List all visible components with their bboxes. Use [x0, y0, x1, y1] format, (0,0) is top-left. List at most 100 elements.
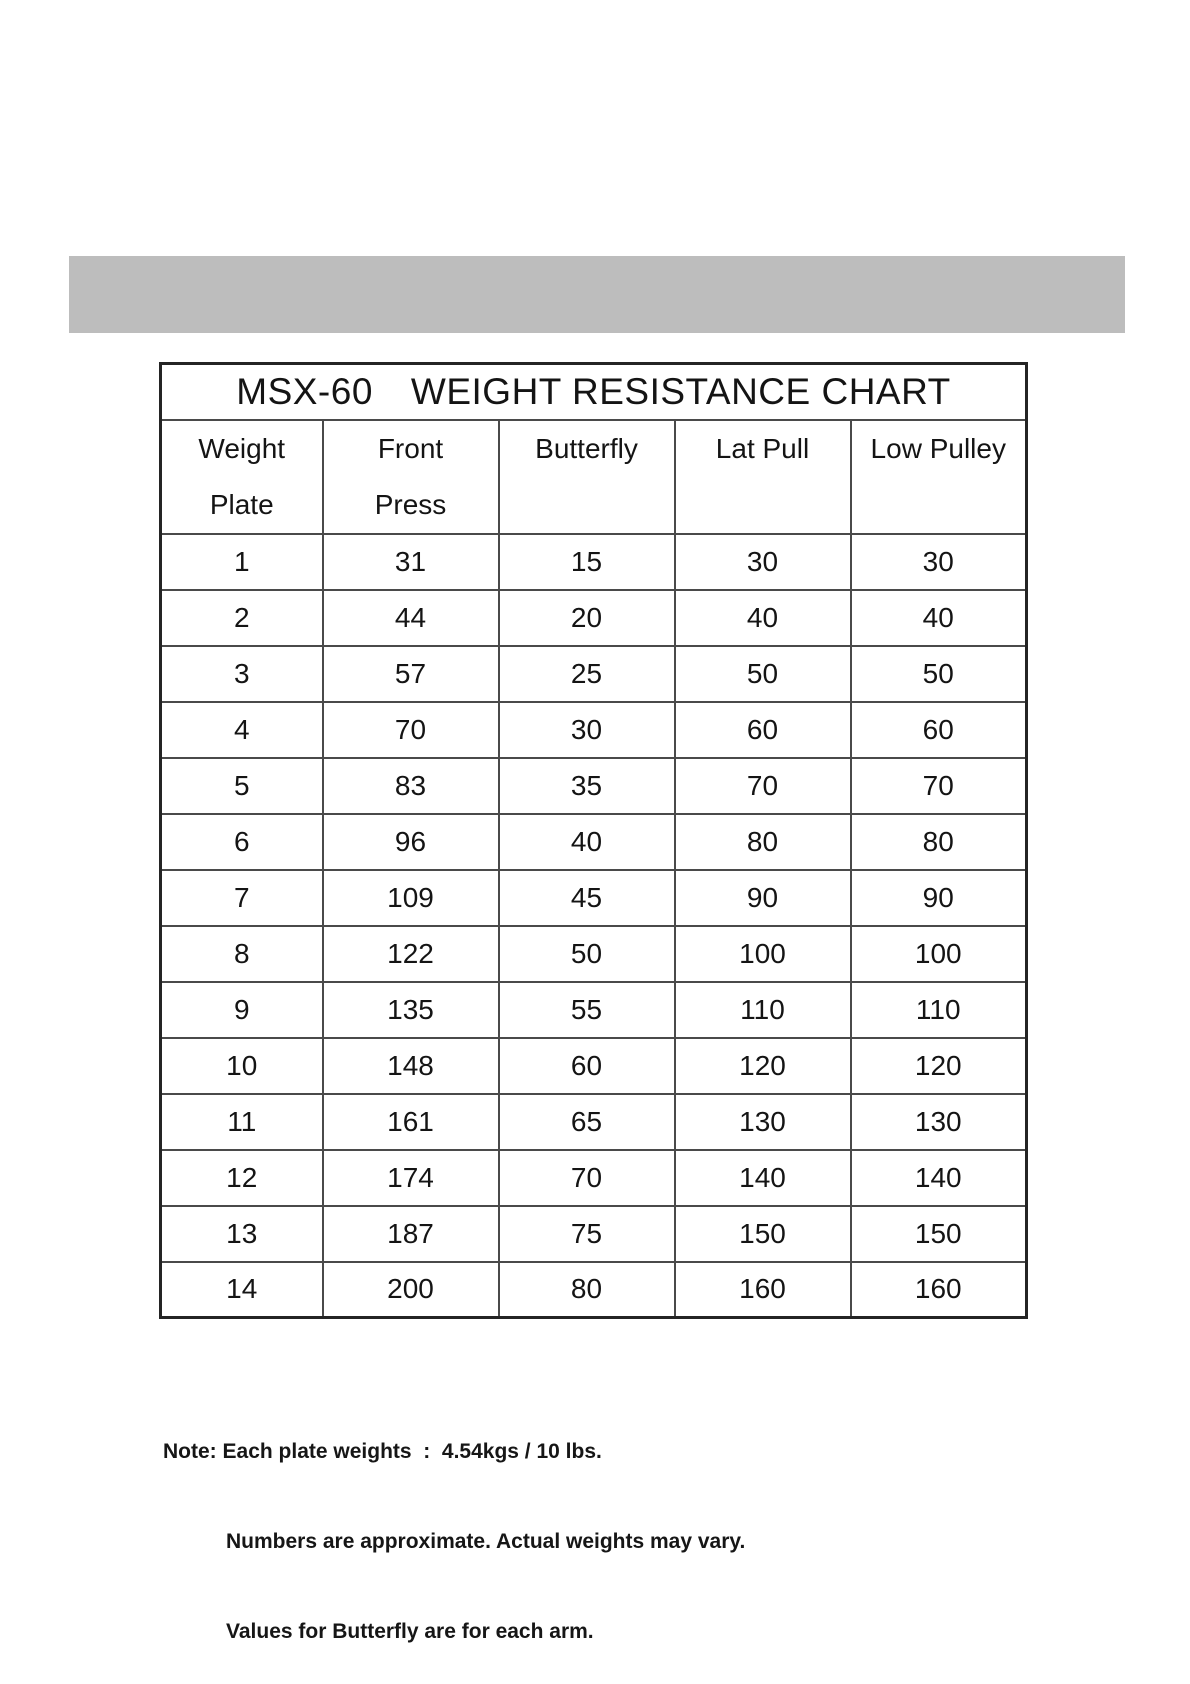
- table-row: 3 57 25 50 50: [159, 644, 1028, 703]
- cell-butterfly: 75: [497, 1204, 676, 1263]
- cell-plate: 1: [159, 532, 324, 591]
- cell-lat-pull: 40: [673, 588, 852, 647]
- cell-plate: 8: [159, 924, 324, 983]
- column-header-low-pulley: Low Pulley: [849, 418, 1028, 535]
- table-row: 12 174 70 140 140: [159, 1148, 1028, 1207]
- footnote-line-1: Note: Each plate weights : 4.54kgs / 10 …: [163, 1437, 745, 1467]
- cell-plate: 6: [159, 812, 324, 871]
- cell-lat-pull: 110: [673, 980, 852, 1039]
- footnote-text-1: Each plate weights : 4.54kgs / 10 lbs.: [222, 1440, 602, 1463]
- cell-low-pulley: 150: [849, 1204, 1028, 1263]
- table-header-row: Weight Plate Front Press Butterfly Lat Pul…: [159, 418, 1028, 535]
- cell-butterfly: 60: [497, 1036, 676, 1095]
- cell-butterfly: 65: [497, 1092, 676, 1151]
- cell-plate: 7: [159, 868, 324, 927]
- table-row: 1 31 15 30 30: [159, 532, 1028, 591]
- cell-plate: 10: [159, 1036, 324, 1095]
- cell-plate: 2: [159, 588, 324, 647]
- table-row: 14 200 80 160 160: [159, 1260, 1028, 1319]
- column-header-weight-plate: Weight Plate: [159, 418, 324, 535]
- table-row: 2 44 20 40 40: [159, 588, 1028, 647]
- cell-butterfly: 15: [497, 532, 676, 591]
- footnote-line-2: Numbers are approximate. Actual weights …: [226, 1530, 746, 1553]
- cell-low-pulley: 60: [849, 700, 1028, 759]
- cell-butterfly: 80: [497, 1260, 676, 1319]
- cell-low-pulley: 100: [849, 924, 1028, 983]
- cell-front-press: 122: [321, 924, 500, 983]
- cell-plate: 4: [159, 700, 324, 759]
- cell-low-pulley: 40: [849, 588, 1028, 647]
- table-row: 6 96 40 80 80: [159, 812, 1028, 871]
- cell-plate: 12: [159, 1148, 324, 1207]
- cell-lat-pull: 100: [673, 924, 852, 983]
- cell-plate: 3: [159, 644, 324, 703]
- table-title-row: MSX-60 WEIGHT RESISTANCE CHART: [159, 362, 1028, 421]
- cell-plate: 5: [159, 756, 324, 815]
- cell-front-press: 31: [321, 532, 500, 591]
- cell-low-pulley: 130: [849, 1092, 1028, 1151]
- cell-low-pulley: 70: [849, 756, 1028, 815]
- table-row: 8 122 50 100 100: [159, 924, 1028, 983]
- cell-plate: 11: [159, 1092, 324, 1151]
- cell-plate: 14: [159, 1260, 324, 1319]
- cell-butterfly: 40: [497, 812, 676, 871]
- cell-lat-pull: 70: [673, 756, 852, 815]
- cell-butterfly: 55: [497, 980, 676, 1039]
- table-row: 11 161 65 130 130: [159, 1092, 1028, 1151]
- cell-front-press: 200: [321, 1260, 500, 1319]
- cell-front-press: 83: [321, 756, 500, 815]
- cell-low-pulley: 90: [849, 868, 1028, 927]
- cell-low-pulley: 80: [849, 812, 1028, 871]
- footnote-line-3: Values for Butterfly are for each arm.: [226, 1620, 594, 1643]
- footnote: Note: Each plate weights : 4.54kgs / 10 …: [163, 1377, 745, 1677]
- table-row: 13 187 75 150 150: [159, 1204, 1028, 1263]
- footnote-label: Note:: [163, 1440, 217, 1463]
- column-header-front-press: Front Press: [321, 418, 500, 535]
- column-header-lat-pull: Lat Pull: [673, 418, 852, 535]
- cell-butterfly: 70: [497, 1148, 676, 1207]
- table-title-model: MSX-60: [236, 370, 373, 412]
- cell-lat-pull: 160: [673, 1260, 852, 1319]
- cell-lat-pull: 140: [673, 1148, 852, 1207]
- cell-front-press: 187: [321, 1204, 500, 1263]
- cell-butterfly: 30: [497, 700, 676, 759]
- cell-lat-pull: 90: [673, 868, 852, 927]
- cell-butterfly: 35: [497, 756, 676, 815]
- cell-front-press: 70: [321, 700, 500, 759]
- cell-lat-pull: 80: [673, 812, 852, 871]
- column-header-butterfly: Butterfly: [497, 418, 676, 535]
- cell-butterfly: 45: [497, 868, 676, 927]
- gray-banner: [69, 256, 1125, 333]
- cell-butterfly: 20: [497, 588, 676, 647]
- cell-low-pulley: 120: [849, 1036, 1028, 1095]
- cell-low-pulley: 30: [849, 532, 1028, 591]
- cell-butterfly: 50: [497, 924, 676, 983]
- weight-resistance-table: MSX-60 WEIGHT RESISTANCE CHART Weight Plat…: [159, 362, 1028, 1319]
- cell-low-pulley: 110: [849, 980, 1028, 1039]
- table-row: 5 83 35 70 70: [159, 756, 1028, 815]
- cell-front-press: 161: [321, 1092, 500, 1151]
- cell-low-pulley: 160: [849, 1260, 1028, 1319]
- table-title: MSX-60 WEIGHT RESISTANCE CHART: [159, 362, 1028, 421]
- cell-front-press: 148: [321, 1036, 500, 1095]
- cell-front-press: 135: [321, 980, 500, 1039]
- cell-front-press: 109: [321, 868, 500, 927]
- table-title-heading: WEIGHT RESISTANCE CHART: [410, 370, 951, 412]
- table-row: 4 70 30 60 60: [159, 700, 1028, 759]
- cell-low-pulley: 140: [849, 1148, 1028, 1207]
- table-row: 9 135 55 110 110: [159, 980, 1028, 1039]
- cell-plate: 9: [159, 980, 324, 1039]
- cell-front-press: 96: [321, 812, 500, 871]
- cell-butterfly: 25: [497, 644, 676, 703]
- cell-front-press: 44: [321, 588, 500, 647]
- cell-lat-pull: 150: [673, 1204, 852, 1263]
- cell-lat-pull: 50: [673, 644, 852, 703]
- cell-lat-pull: 120: [673, 1036, 852, 1095]
- cell-front-press: 57: [321, 644, 500, 703]
- cell-low-pulley: 50: [849, 644, 1028, 703]
- cell-plate: 13: [159, 1204, 324, 1263]
- cell-lat-pull: 60: [673, 700, 852, 759]
- table-row: 7 109 45 90 90: [159, 868, 1028, 927]
- table-row: 10 148 60 120 120: [159, 1036, 1028, 1095]
